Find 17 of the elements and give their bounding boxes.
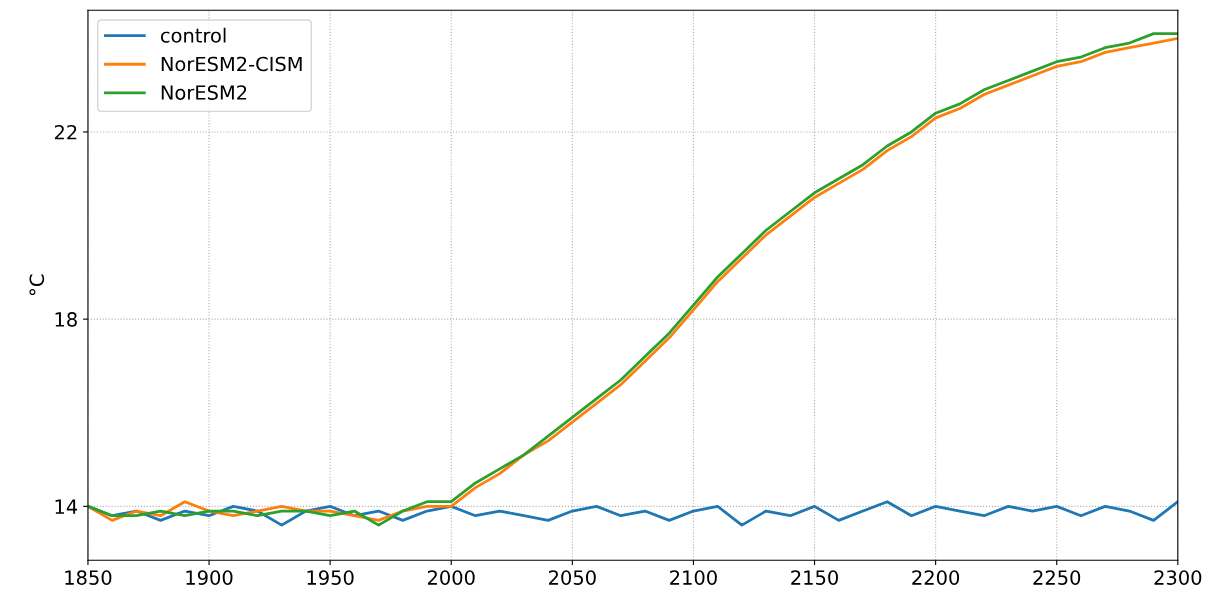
- x-tick-label: 1850: [65, 570, 112, 585]
- y-axis-title: °C: [29, 274, 45, 296]
- legend-label: NorESM2: [161, 85, 247, 100]
- y-tick-label: 22: [54, 124, 77, 140]
- x-tick-label: 2050: [549, 570, 596, 585]
- x-tick-label: 2250: [1033, 570, 1081, 585]
- x-tick-label: 2000: [427, 570, 475, 585]
- x-tick-label: 2150: [791, 570, 838, 585]
- y-tick-label: 18: [55, 312, 77, 327]
- y-tick-label: 14: [55, 499, 78, 514]
- x-tick-label: 1900: [186, 570, 233, 585]
- x-tick-label: 2300: [1154, 570, 1202, 585]
- legend-label: control: [160, 27, 226, 43]
- legend-label: NorESM2-CISM: [161, 56, 302, 72]
- x-tick-label: 1950: [307, 570, 354, 585]
- x-tick-label: 2200: [912, 570, 960, 585]
- x-tick-label: 2100: [670, 570, 717, 585]
